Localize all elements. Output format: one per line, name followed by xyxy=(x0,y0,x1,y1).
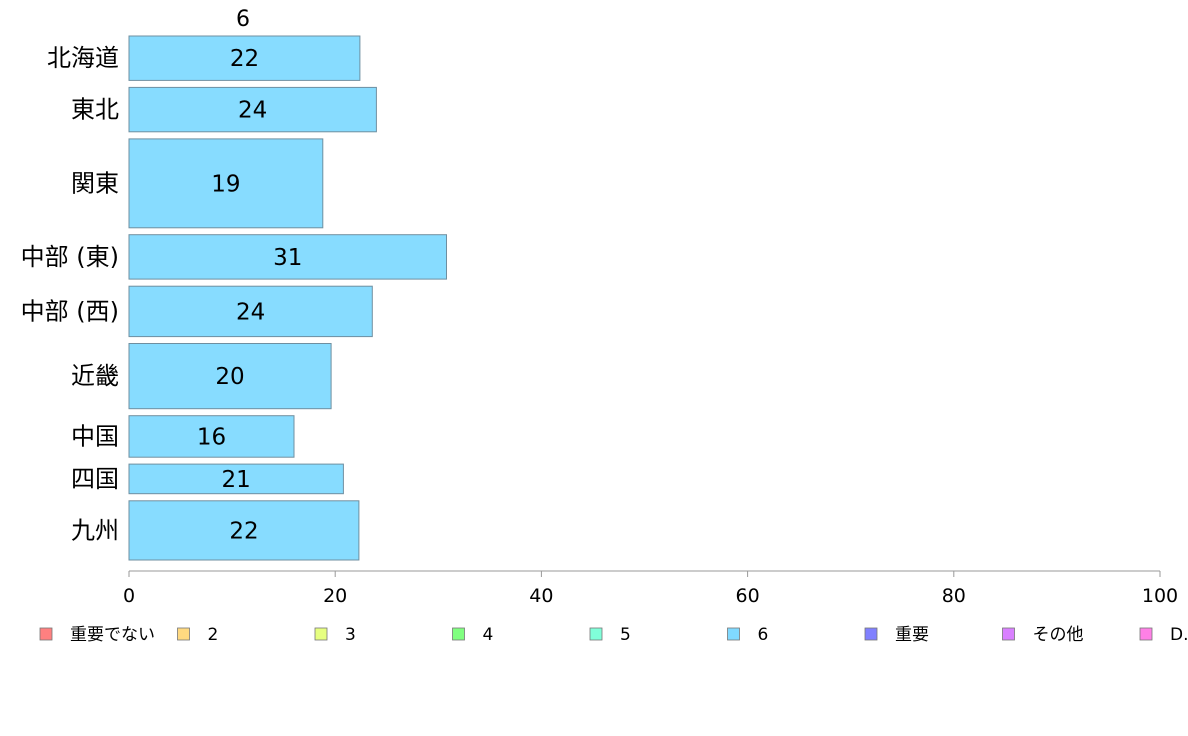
category-label: 近畿 xyxy=(71,362,119,390)
legend-swatch xyxy=(314,627,328,641)
data-label: 24 xyxy=(238,98,267,124)
x-tick-label: 40 xyxy=(529,585,553,607)
legend-label: D.K. xyxy=(1170,625,1188,645)
category-label: 中国 xyxy=(71,422,119,450)
bar-segment xyxy=(128,343,332,410)
data-label: 21 xyxy=(222,467,251,493)
series-top-label: 6 xyxy=(236,7,250,32)
data-label: 22 xyxy=(230,46,259,72)
legend-swatch xyxy=(1139,627,1153,641)
x-tick-label: 80 xyxy=(942,585,966,607)
bar-segment xyxy=(128,86,377,133)
data-label: 20 xyxy=(215,364,244,390)
category-label: 東北 xyxy=(71,96,119,124)
category-label: 九州 xyxy=(71,516,119,544)
legend-swatch xyxy=(864,627,878,641)
bar-segment xyxy=(128,463,344,495)
bar-segment xyxy=(128,285,373,338)
legend-swatch xyxy=(589,627,603,641)
bars-layer: 北海道 22 東北 24 関東 19 中部 (東) 31 中部 (西) 24 近畿 20 中国 16 四国 2… xyxy=(21,35,447,561)
legend-swatch xyxy=(177,627,190,641)
legend-label: 重要でない xyxy=(70,625,155,645)
x-tick-label: 0 xyxy=(123,585,135,607)
legend-label: 重要 xyxy=(895,625,929,645)
x-tick-label: 20 xyxy=(323,585,347,607)
legend-label: 2 xyxy=(208,625,219,645)
legend-swatch xyxy=(727,627,740,641)
legend-swatch xyxy=(39,627,53,641)
bar-segment xyxy=(128,234,447,280)
x-axis: 0 20 40 60 80 100 xyxy=(123,570,1178,607)
bar-segment xyxy=(128,500,360,561)
legend-swatch xyxy=(452,627,465,641)
category-label: 北海道 xyxy=(47,44,119,72)
category-label: 四国 xyxy=(71,465,119,493)
legend-swatch xyxy=(1002,627,1015,641)
legend-label: 6 xyxy=(758,625,769,645)
x-tick-label: 100 xyxy=(1142,585,1178,607)
bar-segment xyxy=(128,35,361,81)
category-label: 中部 (西) xyxy=(21,297,119,325)
data-label: 24 xyxy=(236,299,265,325)
legend: 重要でない 2 3 4 5 6 重要 その他 D.K. xyxy=(39,625,1188,645)
legend-label: その他 xyxy=(1033,625,1084,645)
legend-label: 5 xyxy=(620,625,631,645)
x-tick-label: 60 xyxy=(736,585,760,607)
legend-label: 3 xyxy=(345,625,356,645)
bar-segment xyxy=(128,138,324,229)
legend-label: 4 xyxy=(483,625,494,645)
bar-segment xyxy=(128,415,295,458)
category-label: 中部 (東) xyxy=(21,243,119,271)
data-label: 16 xyxy=(197,424,226,450)
data-label: 22 xyxy=(229,518,258,544)
category-label: 関東 xyxy=(71,169,119,197)
data-label: 19 xyxy=(211,171,240,197)
data-label: 31 xyxy=(273,245,302,271)
